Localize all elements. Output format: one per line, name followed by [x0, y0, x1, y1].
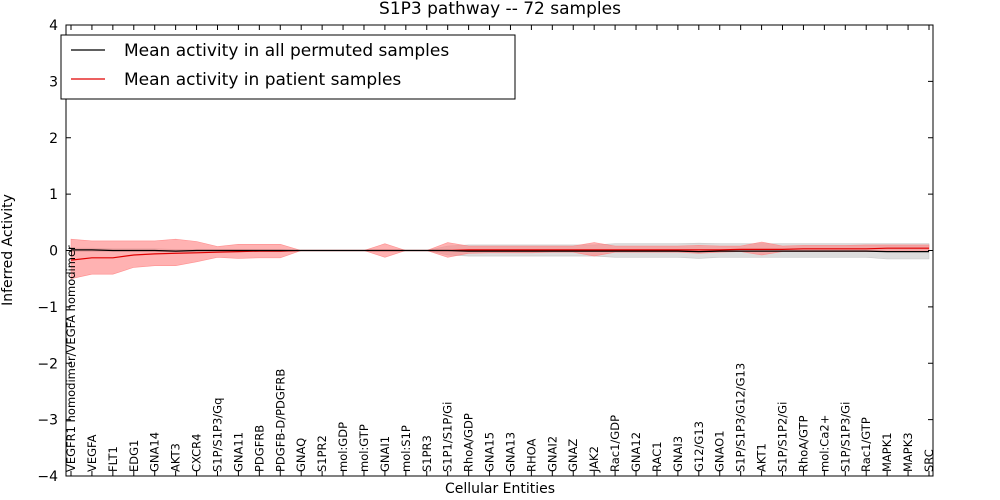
- x-tick-label: RhoA/GTP: [796, 415, 810, 472]
- x-tick-label: GNA14: [148, 432, 162, 472]
- x-tick-label: CXCR4: [190, 434, 204, 472]
- legend-label-patient: Mean activity in patient samples: [124, 70, 401, 90]
- chart-title: S1P3 pathway -- 72 samples: [379, 0, 621, 19]
- x-tick-label: S1P/S1P3/G12/G13: [734, 363, 748, 472]
- x-tick-label: mol:S1P: [399, 425, 413, 472]
- y-tick-label: −4: [37, 469, 58, 485]
- legend: Mean activity in all permuted samples Me…: [60, 34, 516, 100]
- axis-ticks: −4 −3 −2 −1 0 1 2 3 4 VEGFR1 homodimer/VEGFA homo…: [37, 18, 936, 485]
- x-tick-label: VEGFR1 homodimer/VEGFA homodimer: [64, 245, 78, 472]
- x-tick-label: GNAI1: [378, 436, 392, 472]
- x-tick-label: SRC: [922, 449, 936, 472]
- x-tick-label: AKT3: [169, 443, 183, 472]
- x-tick-label: G12/G13: [692, 421, 706, 472]
- x-tick-label: S1P/S1P3/Gq: [211, 398, 225, 472]
- legend-box: [60, 34, 516, 100]
- x-tick-label: MAPK1: [880, 432, 894, 472]
- x-tick-label: MAPK3: [901, 432, 915, 472]
- x-tick-label: AKT1: [755, 443, 769, 472]
- x-tick-label: Rac1/GDP: [608, 415, 622, 472]
- x-tick-label: JAK2: [587, 446, 601, 473]
- x-tick-label: RHOA: [524, 439, 538, 472]
- x-tick-label: PDGFRB: [252, 425, 266, 472]
- y-tick-label: 3: [49, 74, 58, 90]
- x-tick-label: EDG1: [127, 440, 141, 472]
- y-tick-label: 4: [49, 18, 58, 34]
- x-tick-label: GNAI3: [671, 436, 685, 472]
- plot-frame: [65, 24, 934, 477]
- x-tick-label: mol:GDP: [336, 422, 350, 472]
- series-line-permuted: [71, 249, 929, 253]
- x-tick-label: GNAI2: [545, 436, 559, 472]
- x-tick-label: mol:GTP: [357, 424, 371, 472]
- confidence-bands: [70, 238, 930, 280]
- x-tick-label: S1PR3: [420, 435, 434, 472]
- series-line-patient: [70, 247, 929, 261]
- x-tick-label: GNA11: [231, 432, 245, 472]
- x-tick-label: FLT1: [106, 446, 120, 472]
- x-tick-label: S1P/S1P3/Gi: [838, 402, 852, 472]
- x-tick-label: GNAZ: [566, 439, 580, 472]
- x-tick-label: PDGFB-D/PDGFRB: [273, 369, 287, 472]
- y-tick-label: −1: [37, 300, 58, 316]
- y-tick-label: 2: [49, 131, 58, 147]
- x-tick-label: Rac1/GTP: [859, 417, 873, 472]
- x-tick-label: GNAO1: [713, 430, 727, 472]
- x-tick-label: GNA12: [629, 432, 643, 472]
- x-tick-label: VEGFA: [85, 434, 99, 472]
- y-tick-label: −2: [37, 356, 58, 372]
- y-axis-label: Inferred Activity: [0, 194, 16, 306]
- x-tick-label: mol:Ca2+: [817, 415, 831, 472]
- x-tick-label: S1PR2: [315, 435, 329, 472]
- x-tick-label: S1P/S1P2/Gi: [776, 402, 790, 472]
- x-tick-label: GNA15: [483, 432, 497, 472]
- x-tick-label: RAC1: [650, 441, 664, 472]
- legend-label-permuted: Mean activity in all permuted samples: [124, 41, 449, 61]
- x-axis-label: Cellular Entities: [445, 481, 555, 497]
- series-lines: [70, 247, 929, 261]
- x-tick-label: GNA13: [504, 432, 518, 472]
- x-tick-label: RhoA/GDP: [462, 413, 476, 472]
- y-tick-label: −3: [37, 413, 58, 429]
- x-tick-label: S1P1/S1P/Gi: [441, 402, 455, 472]
- y-tick-label: 0: [49, 244, 58, 260]
- x-tick-label: GNAQ: [294, 438, 308, 472]
- y-tick-label: 1: [49, 187, 58, 203]
